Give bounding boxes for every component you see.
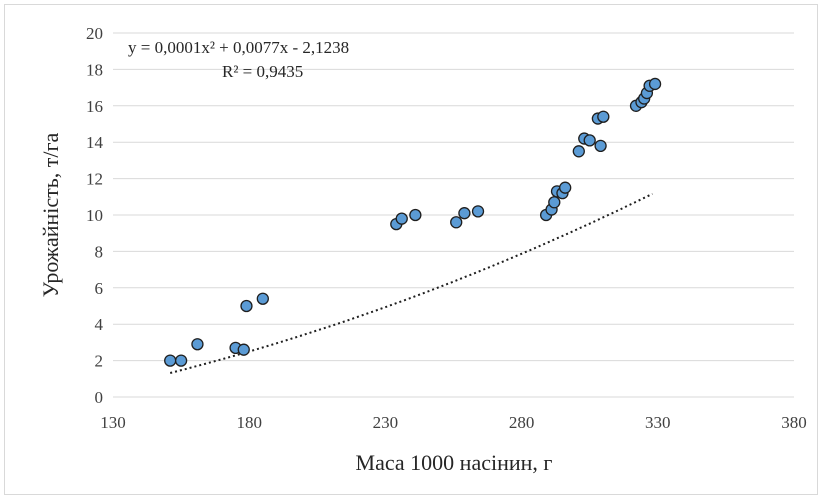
x-axis-title: Маса 1000 насінин, г [356, 450, 553, 475]
data-point [648, 77, 662, 91]
data-point [597, 110, 610, 123]
x-tick-labels: 130 180 230 280 330 380 [100, 413, 807, 432]
y-tick-label: 14 [86, 133, 104, 152]
y-tick-label: 0 [95, 388, 104, 407]
trendline-equation: y = 0,0001x² + 0,0077x - 2,1238 [128, 38, 349, 57]
x-tick-label: 130 [100, 413, 126, 432]
data-point [237, 343, 250, 356]
data-point [594, 139, 607, 152]
chart-frame [4, 4, 818, 495]
data-point [548, 196, 561, 209]
data-point [450, 216, 463, 229]
data-point [164, 354, 177, 367]
y-tick-label: 18 [86, 60, 103, 79]
data-points [164, 77, 662, 367]
y-tick-label: 10 [86, 206, 103, 225]
data-point [409, 208, 422, 222]
y-tick-label: 2 [95, 352, 104, 371]
data-point [559, 181, 572, 194]
y-tick-label: 16 [86, 97, 103, 116]
data-point [583, 134, 596, 147]
data-point [191, 338, 204, 351]
gridlines [113, 32, 794, 398]
data-point [174, 354, 188, 367]
y-axis-title: Урожайність, т/га [38, 132, 63, 297]
x-tick-label: 180 [236, 413, 262, 432]
y-tick-label: 4 [95, 315, 104, 334]
y-tick-label: 12 [86, 170, 103, 189]
trendline [169, 192, 653, 374]
data-point [395, 212, 408, 225]
x-tick-label: 330 [645, 413, 671, 432]
x-tick-label: 280 [509, 413, 535, 432]
x-tick-label: 380 [781, 413, 807, 432]
trendline-r-squared: R² = 0,9435 [222, 62, 303, 81]
y-tick-label: 8 [95, 242, 104, 261]
data-point [572, 145, 585, 158]
y-tick-label: 6 [95, 279, 104, 298]
data-point [240, 299, 253, 313]
y-tick-label: 20 [86, 24, 103, 43]
data-point [256, 292, 269, 305]
y-tick-labels: 0 2 4 6 8 10 12 14 16 18 20 [86, 24, 104, 407]
data-point [471, 205, 485, 218]
data-point [458, 207, 471, 220]
x-tick-label: 230 [373, 413, 399, 432]
